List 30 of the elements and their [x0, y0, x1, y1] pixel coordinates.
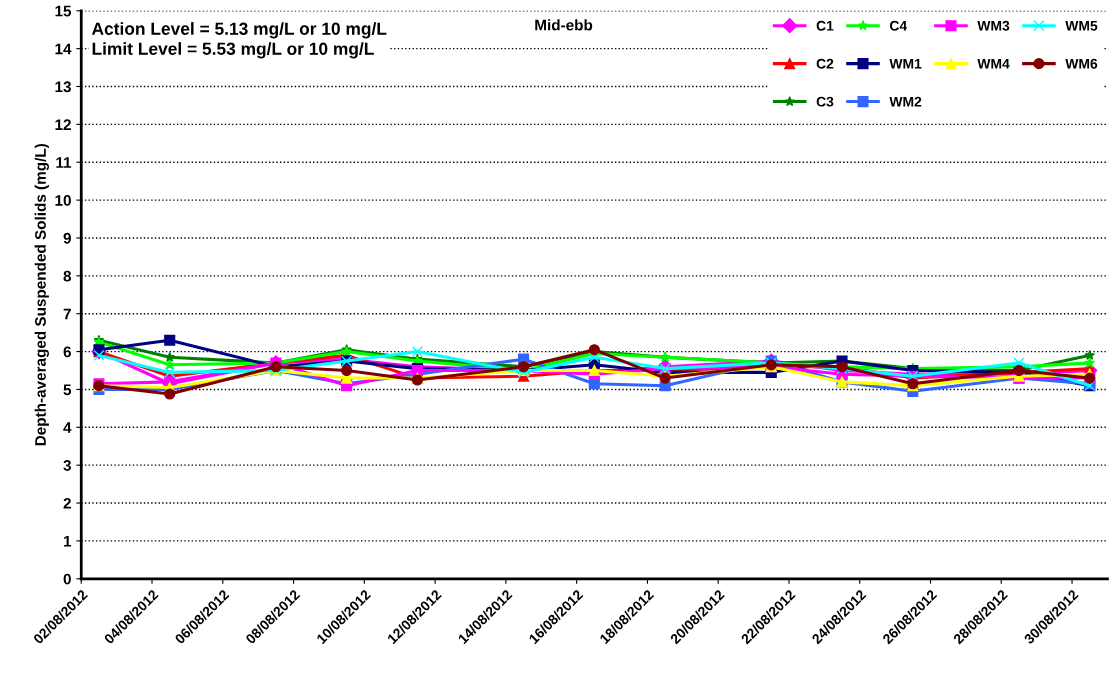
y-tick-label: 5: [63, 384, 72, 396]
legend-label: WM4: [977, 58, 1010, 69]
legend-label: WM1: [889, 58, 922, 69]
y-tick-label: 2: [63, 497, 71, 509]
y-tick-label: 12: [55, 119, 71, 130]
y-tick-label: 10: [55, 194, 71, 206]
y-tick-label: 1: [63, 535, 72, 547]
legend-label: C2: [816, 58, 834, 69]
legend-label: C3: [816, 96, 834, 107]
annotation: Action Level = 5.13 mg/L or 10 mg/L: [91, 22, 387, 39]
legend-label: WM2: [889, 96, 922, 107]
y-tick-label: 15: [55, 5, 72, 17]
y-tick-label: 14: [55, 43, 72, 55]
y-tick-label: 3: [63, 460, 71, 471]
chart-title: Mid-ebb: [535, 19, 593, 31]
legend-label: WM3: [977, 20, 1010, 31]
legend-label: WM6: [1065, 58, 1098, 69]
y-tick-label: 6: [63, 346, 71, 358]
y-tick-label: 0: [63, 573, 71, 585]
y-tick-label: 8: [63, 270, 72, 282]
y-tick-label: 7: [63, 308, 71, 320]
y-tick-label: 11: [56, 157, 72, 168]
legend-label: C1: [816, 20, 834, 31]
y-tick-label: 9: [63, 232, 71, 244]
annotation: Limit Level = 5.53 mg/L or 10 mg/L: [92, 42, 374, 59]
y-tick-label: 4: [63, 422, 72, 433]
y-tick-label: 13: [55, 81, 71, 93]
legend-label: C4: [889, 20, 908, 31]
y-axis-title: Depth-averaged Suspended Solids (mg/L): [34, 144, 49, 446]
legend-label: WM5: [1065, 21, 1098, 31]
